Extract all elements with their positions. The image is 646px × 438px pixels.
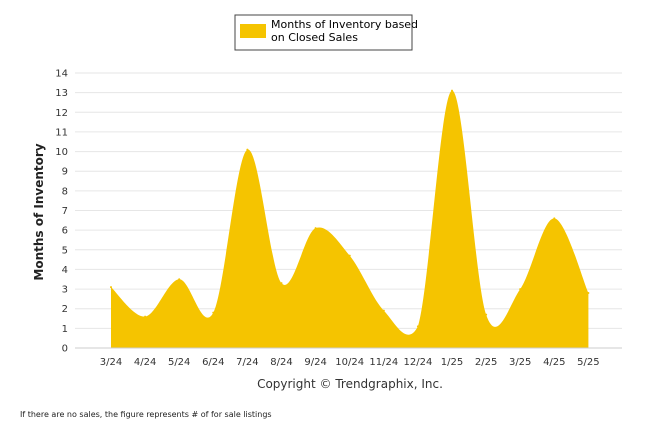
y-tick-label: 11 (55, 127, 68, 138)
y-tick-label: 4 (62, 265, 68, 276)
y-tick-label: 7 (62, 206, 68, 217)
x-tick-label: 10/24 (335, 357, 364, 368)
x-axis-ticks: 3/24 4/24 5/24 6/24 7/24 8/24 9/24 10/24 11/24 12… (100, 357, 600, 368)
data-point (416, 325, 419, 328)
data-point (110, 286, 112, 289)
x-tick-label: 4/24 (134, 357, 156, 368)
x-tick-label: 11/24 (369, 357, 398, 368)
data-point (144, 315, 147, 318)
legend-swatch (240, 24, 266, 38)
y-tick-label: 2 (62, 304, 68, 315)
y-tick-label: 9 (62, 167, 68, 178)
x-tick-label: 5/25 (577, 357, 599, 368)
y-tick-label: 13 (55, 88, 68, 99)
data-point (178, 278, 181, 281)
y-tick-label: 0 (62, 344, 68, 355)
plot-area (110, 89, 590, 349)
x-tick-label: 1/25 (441, 357, 463, 368)
x-tick-label: 7/24 (236, 357, 258, 368)
y-axis-label: Months of Inventory (32, 143, 46, 280)
x-tick-label: 6/24 (202, 357, 224, 368)
x-tick-label: 8/24 (270, 357, 292, 368)
x-tick-label: 3/25 (509, 357, 531, 368)
copyright-text: Copyright © Trendgraphix, Inc. (257, 377, 443, 391)
data-point (485, 313, 488, 316)
series-area (111, 90, 589, 349)
y-tick-label: 6 (62, 226, 68, 237)
y-tick-label: 3 (62, 285, 68, 296)
x-tick-label: 2/25 (475, 357, 497, 368)
x-tick-label: 9/24 (304, 357, 326, 368)
data-point (587, 292, 590, 294)
y-tick-label: 5 (62, 245, 68, 256)
data-point (280, 282, 283, 285)
data-point (212, 311, 215, 314)
data-point (553, 217, 556, 220)
legend: Months of Inventory based on Closed Sale… (234, 14, 418, 51)
y-tick-label: 8 (62, 186, 68, 197)
data-point (246, 148, 249, 151)
y-tick-label: 12 (55, 108, 68, 119)
data-point (382, 309, 385, 312)
y-tick-label: 1 (62, 324, 68, 335)
data-point (519, 288, 522, 291)
y-tick-label: 10 (55, 147, 68, 158)
x-tick-label: 12/24 (403, 357, 432, 368)
x-tick-label: 4/25 (543, 357, 565, 368)
data-point (348, 254, 351, 257)
x-tick-label: 5/24 (168, 357, 190, 368)
legend-label-line2: on Closed Sales (271, 31, 358, 44)
data-point (314, 227, 317, 230)
data-point (451, 89, 453, 92)
legend-label-line1: Months of Inventory based (271, 18, 418, 31)
x-tick-label: 3/24 (100, 357, 122, 368)
footnote-text: If there are no sales, the figure repres… (20, 410, 272, 419)
y-tick-label: 14 (55, 69, 68, 80)
